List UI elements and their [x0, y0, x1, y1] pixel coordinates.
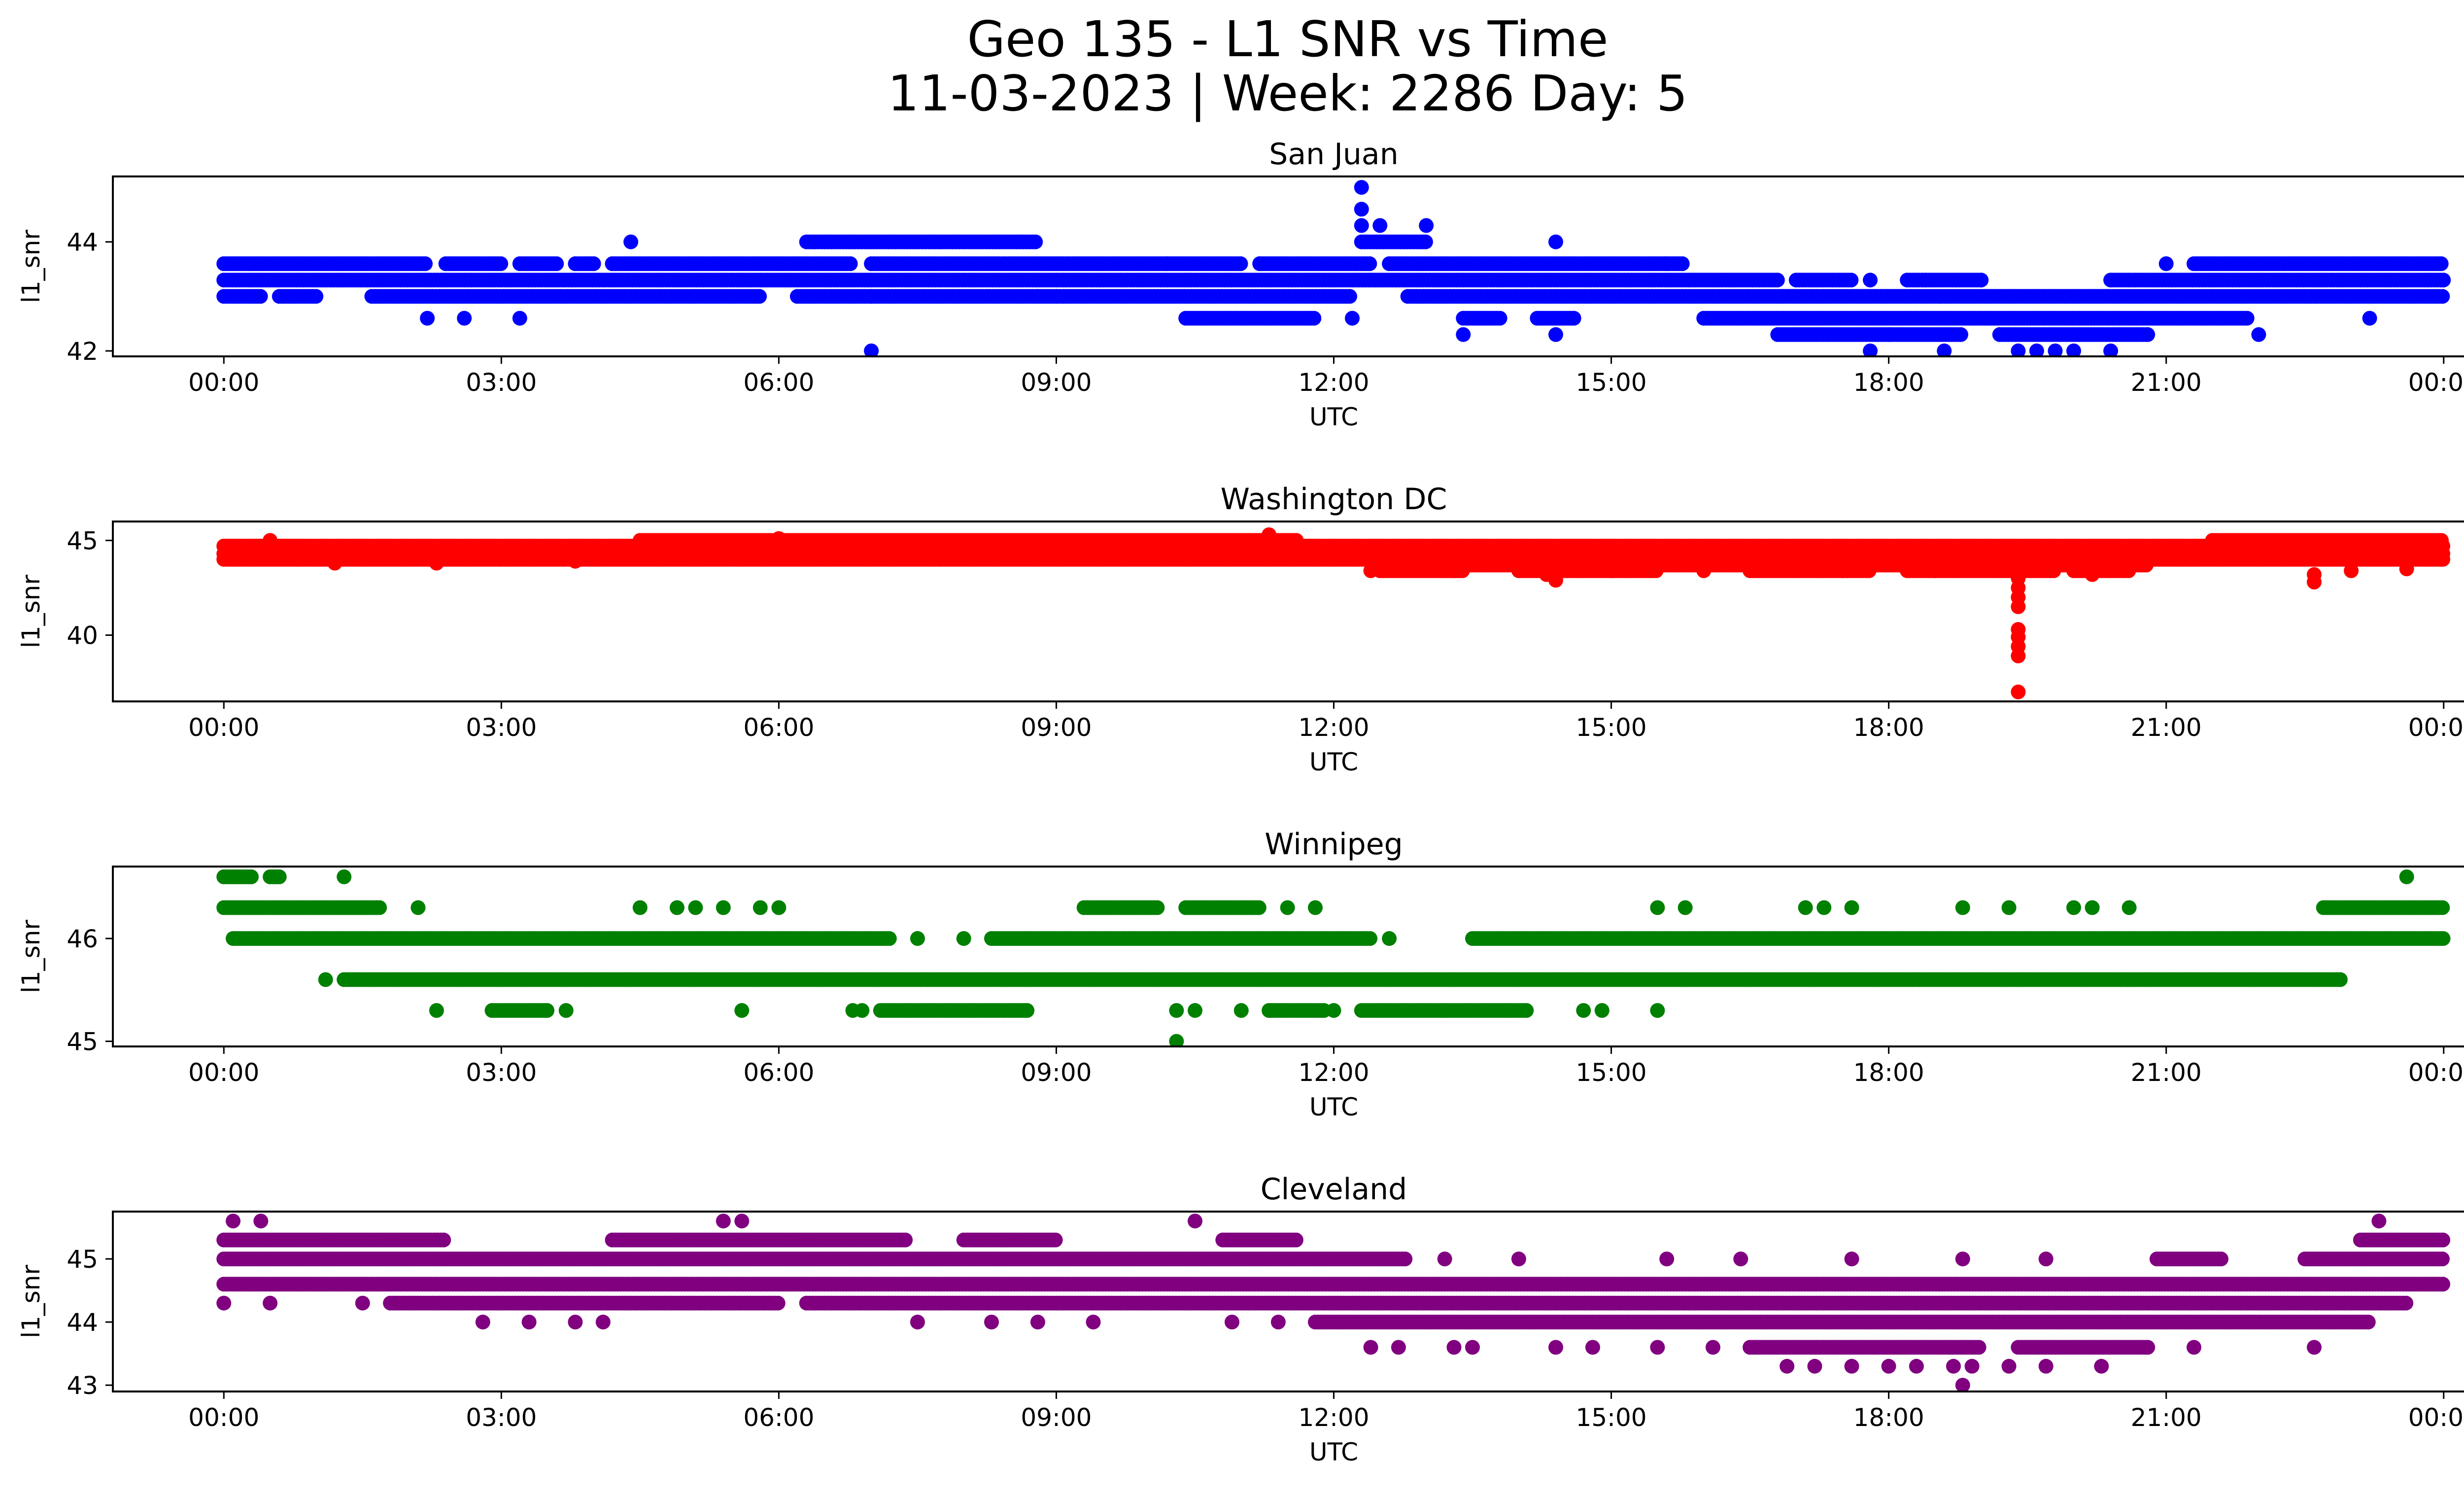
data-point-0-0 — [418, 256, 433, 271]
data-point-3-1 — [1492, 311, 1507, 326]
data-point — [1419, 218, 1434, 233]
data-point-3-0 — [1289, 533, 1304, 548]
data-point-0-3 — [586, 256, 601, 271]
subplot-san-juan: San Juan 00:00 03:00 06:00 09:00 12:00 15:00 18… — [17, 137, 2464, 431]
data-point — [1548, 234, 1563, 249]
x-tick-label: 00:00 — [2408, 368, 2464, 397]
scatter-series — [216, 180, 2451, 356]
data-point-0-7 — [1675, 256, 1690, 271]
data-point — [1863, 343, 1878, 356]
data-point — [1372, 218, 1388, 233]
data-point — [457, 311, 472, 326]
data-point-1-0 — [1770, 273, 1785, 288]
data-point — [2158, 256, 2174, 271]
data-point — [864, 343, 879, 356]
figure-title-line-1: Geo 135 - L1 SNR vs Time — [967, 10, 1608, 68]
data-point — [1659, 256, 1675, 271]
data-point — [1354, 202, 1369, 217]
data-point-5-0 — [1028, 234, 1043, 249]
x-axis-label: UTC — [1309, 403, 1358, 431]
x-tick-label: 09:00 — [1021, 368, 1092, 397]
data-point-0-8 — [2433, 256, 2449, 271]
figure-title-line-2: 11-03-2023 | Week: 2286 Day: 5 — [888, 65, 1688, 122]
data-point-0-4 — [843, 256, 858, 271]
data-point — [2103, 343, 2119, 356]
data-point-2-3 — [1342, 289, 1357, 304]
x-tick-label: 15:00 — [1576, 368, 1647, 397]
data-point-0-5 — [1233, 256, 1248, 271]
y-tick-label: 44 — [67, 228, 98, 257]
data-point — [1992, 327, 2007, 342]
x-tick-label: 06:00 — [743, 368, 814, 397]
data-point — [420, 311, 435, 326]
data-point — [2140, 327, 2156, 342]
scatter-series — [216, 527, 2451, 699]
data-point-2-1 — [308, 289, 324, 304]
data-point-2-0 — [2435, 552, 2451, 567]
data-point — [2048, 343, 2063, 356]
data-point-0-2 — [549, 256, 564, 271]
x-tick-label: 21:00 — [2131, 368, 2202, 397]
data-point — [1354, 180, 1369, 195]
data-point — [1345, 311, 1360, 326]
data-point — [2066, 343, 2081, 356]
data-point — [864, 289, 879, 304]
data-point — [1354, 218, 1369, 233]
data-point — [2251, 327, 2266, 342]
data-point-3-2 — [1566, 311, 1581, 326]
data-point-2-4 — [2435, 289, 2450, 304]
data-point — [1881, 327, 1896, 342]
y-axis-label: l1_snr — [17, 230, 45, 303]
subplot-title: Washington DC — [1221, 482, 1447, 517]
data-point — [2362, 311, 2377, 326]
y-tick-label: 42 — [67, 337, 98, 366]
data-point-1-1 — [1844, 273, 1859, 288]
data-point-0-1 — [493, 256, 509, 271]
data-point — [2011, 343, 2026, 356]
data-point — [2029, 343, 2044, 356]
data-point — [1863, 273, 1878, 288]
subplot-title: San Juan — [1269, 137, 1398, 172]
data-point — [512, 311, 527, 326]
data-point-1-3 — [2436, 273, 2451, 288]
x-tick-label: 12:00 — [1298, 368, 1369, 397]
data-point — [623, 234, 639, 249]
data-point — [1160, 256, 1175, 271]
data-point-3-3 — [2239, 311, 2255, 326]
data-point — [1049, 289, 1064, 304]
data-point — [1937, 343, 1952, 356]
data-point — [1974, 273, 1989, 288]
data-point-4-0 — [1953, 327, 1968, 342]
data-point-5-1 — [1418, 234, 1433, 249]
data-point-0-6 — [1362, 256, 1377, 271]
x-tick-label: 18:00 — [1853, 368, 1924, 397]
x-tick-label: 00:00 — [188, 368, 259, 397]
data-point-3-0 — [1306, 311, 1322, 326]
data-point — [1252, 256, 1267, 271]
data-point — [1918, 273, 1933, 288]
x-tick-label: 03:00 — [466, 368, 537, 397]
data-point — [1456, 327, 1471, 342]
data-point — [1030, 289, 1045, 304]
data-point — [1548, 327, 1563, 342]
data-point-2-2 — [752, 289, 767, 304]
data-point-2-0 — [253, 289, 268, 304]
